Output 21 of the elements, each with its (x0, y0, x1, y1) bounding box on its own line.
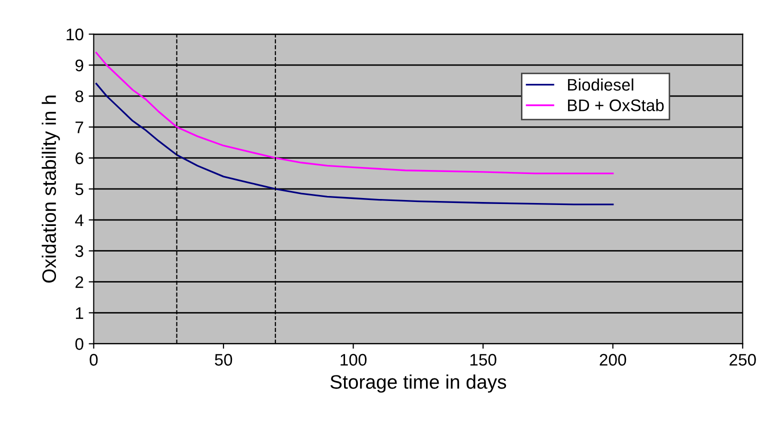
y-tick-label: 5 (75, 184, 84, 196)
x-tick-label: 250 (730, 354, 756, 366)
y-axis-title: Oxidation stability in h (42, 96, 60, 283)
y-tick-label: 10 (66, 28, 84, 40)
y-tick-label: 9 (75, 60, 84, 72)
legend-label: BD + OxStab (568, 98, 664, 112)
x-tick-label: 0 (90, 354, 98, 366)
y-tick-label: 6 (76, 152, 84, 164)
y-tick-label: 7 (76, 122, 84, 134)
x-tick-label: 200 (600, 354, 626, 366)
y-tick-label: 0 (75, 338, 84, 350)
x-tick-label: 100 (340, 354, 367, 366)
y-tick-label: 1 (76, 307, 84, 319)
x-axis-title: Storage time in days (330, 374, 506, 393)
y-tick-label: 8 (75, 90, 84, 102)
y-tick-label: 3 (75, 245, 84, 258)
x-tick-label: 150 (470, 354, 496, 366)
legend-label: Biodiesel (568, 78, 634, 91)
y-tick-label: 4 (75, 214, 84, 226)
x-tick-label: 50 (214, 354, 232, 366)
y-tick-label: 2 (76, 276, 84, 288)
